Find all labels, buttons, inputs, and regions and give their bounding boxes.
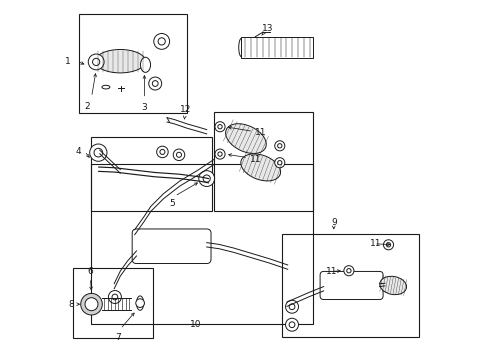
Circle shape: [152, 81, 158, 86]
FancyBboxPatch shape: [132, 229, 211, 264]
Bar: [282, 234, 418, 337]
Circle shape: [81, 293, 102, 315]
Text: 12: 12: [180, 105, 191, 114]
Circle shape: [274, 158, 284, 168]
Bar: [91, 137, 212, 211]
Circle shape: [108, 291, 121, 303]
Bar: [241, 37, 312, 58]
Bar: [73, 268, 152, 338]
Text: 13: 13: [261, 24, 273, 33]
Ellipse shape: [379, 276, 406, 294]
Ellipse shape: [95, 49, 145, 73]
Circle shape: [383, 240, 393, 250]
Text: 11: 11: [325, 267, 337, 276]
Circle shape: [89, 144, 107, 161]
FancyBboxPatch shape: [320, 271, 382, 300]
Text: 11: 11: [250, 154, 261, 163]
Circle shape: [88, 54, 104, 70]
Text: 10: 10: [189, 320, 201, 329]
Text: 2: 2: [84, 102, 89, 111]
Circle shape: [156, 146, 168, 158]
Ellipse shape: [240, 154, 280, 181]
Text: 5: 5: [169, 199, 175, 208]
Circle shape: [176, 152, 181, 157]
Circle shape: [215, 122, 224, 132]
Circle shape: [199, 171, 214, 186]
Bar: [79, 14, 186, 113]
Circle shape: [92, 58, 100, 66]
Circle shape: [158, 38, 165, 45]
Circle shape: [277, 144, 282, 148]
Text: 3: 3: [141, 103, 147, 112]
Bar: [91, 164, 312, 324]
Ellipse shape: [102, 85, 110, 89]
Ellipse shape: [136, 296, 143, 310]
Circle shape: [160, 149, 164, 154]
Circle shape: [215, 149, 224, 159]
Text: 11: 11: [255, 128, 266, 137]
Circle shape: [94, 148, 102, 157]
Circle shape: [112, 294, 118, 300]
Circle shape: [85, 298, 98, 311]
Circle shape: [153, 33, 169, 49]
Circle shape: [288, 304, 294, 310]
Circle shape: [203, 175, 210, 182]
Circle shape: [386, 243, 390, 247]
Circle shape: [136, 299, 144, 307]
Circle shape: [285, 318, 298, 331]
Circle shape: [274, 141, 284, 151]
Circle shape: [173, 149, 184, 161]
Circle shape: [343, 266, 353, 276]
Circle shape: [218, 152, 222, 156]
Text: 11: 11: [369, 238, 381, 248]
Circle shape: [346, 269, 350, 273]
Text: 1: 1: [65, 57, 71, 66]
Text: 4: 4: [76, 147, 81, 156]
Circle shape: [148, 77, 162, 90]
Circle shape: [285, 300, 298, 313]
Text: 6: 6: [87, 267, 93, 276]
Circle shape: [277, 161, 282, 165]
Circle shape: [218, 125, 222, 129]
Ellipse shape: [140, 57, 150, 72]
Bar: [213, 112, 312, 211]
Ellipse shape: [225, 124, 266, 153]
Text: 8: 8: [69, 300, 75, 309]
Text: 7: 7: [115, 333, 121, 342]
Circle shape: [288, 322, 294, 328]
Text: 9: 9: [330, 218, 336, 227]
